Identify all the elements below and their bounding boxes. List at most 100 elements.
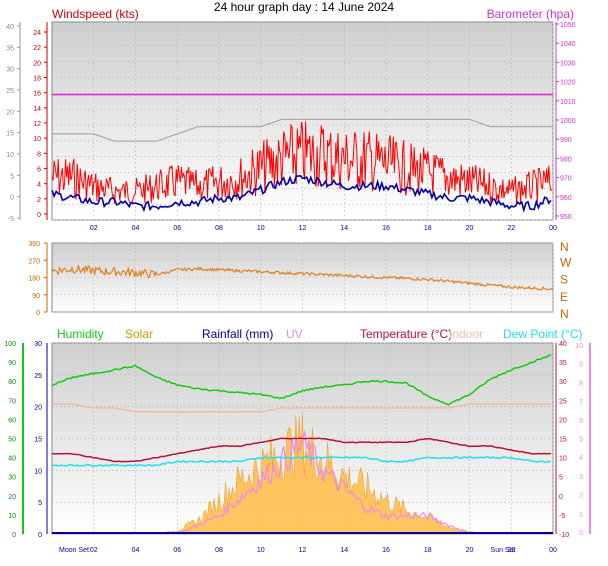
legend-item: Indoor	[449, 327, 483, 341]
legend-item: Temperature (°C)	[360, 327, 452, 341]
moon-set-label: Moon Set	[59, 547, 89, 554]
outer-left-tick-label: 5	[10, 173, 14, 180]
outer-left-tick-label: 10	[6, 152, 14, 159]
humidity-tick-label: 20	[8, 494, 16, 501]
wind-tick-label: 4	[37, 182, 41, 189]
wind-average-line	[51, 174, 552, 214]
rain-tick-label: 5	[38, 500, 42, 507]
outer-left-tick-label: 40	[6, 24, 14, 31]
outer-left-tick-label: -5	[8, 216, 14, 223]
wind-tick-label: 0	[37, 212, 41, 219]
baro-tick-label: 1010	[560, 99, 576, 106]
temperature-tick-label: 35	[559, 360, 567, 367]
x-tick-label: 22	[507, 225, 515, 232]
legend-barometer: Barometer (hpa)	[487, 7, 574, 21]
direction-tick-label: 0	[36, 310, 40, 317]
x-tick-label: 14	[340, 547, 348, 554]
x-tick-label: 12	[299, 225, 307, 232]
x-tick-label: 10	[257, 547, 265, 554]
baro-tick-label: 1030	[560, 60, 576, 67]
temperature-tick-label: 30	[559, 379, 567, 386]
uv-tick-label: 1	[579, 511, 583, 518]
x-tick-label: 02	[90, 547, 98, 554]
x-tick-label: 18	[424, 547, 432, 554]
direction-tick-label: 360	[28, 241, 40, 248]
wind-tick-label: 24	[33, 30, 41, 37]
uv-tick-label: 4	[579, 455, 583, 462]
temperature-tick-label: 20	[559, 417, 567, 424]
direction-tick-label: 180	[28, 276, 40, 283]
wind-tick-label: 6	[37, 167, 41, 174]
temperature-tick-label: 0	[559, 494, 563, 501]
x-tick-label: 18	[424, 225, 432, 232]
uv-tick-label: 9	[579, 362, 583, 369]
x-tick-label: 12	[299, 547, 307, 554]
uv-tick-label: 5	[579, 437, 583, 444]
humidity-tick-label: 10	[8, 513, 16, 520]
legend-item: Dew Point (°C)	[503, 327, 582, 341]
outer-left-tick-label: 0	[10, 195, 14, 202]
wind-direction-line	[51, 265, 554, 291]
compass-label: S	[560, 273, 568, 287]
baro-tick-label: 990	[560, 137, 572, 144]
graph-title: 24 hour graph day : 14 June 2024	[213, 0, 395, 14]
humidity-tick-label: 50	[8, 437, 16, 444]
humidity-line	[51, 354, 552, 406]
wind-tick-label: 12	[33, 121, 41, 128]
outer-left-tick-label: 30	[6, 67, 14, 74]
humidity-tick-label: 40	[8, 456, 16, 463]
compass-label: N	[560, 240, 569, 254]
direction-tick-label: 270	[28, 258, 40, 265]
temperature-tick-label: -5	[559, 513, 565, 520]
baro-tick-label: 1020	[560, 80, 576, 87]
wind-tick-label: 22	[33, 45, 41, 52]
rain-tick-label: 10	[34, 468, 42, 475]
uv-tick-label: 3	[579, 474, 583, 481]
humidity-tick-label: 0	[12, 532, 16, 539]
baro-tick-label: 1040	[560, 41, 576, 48]
sun-set-label: Sun Set	[491, 547, 516, 554]
wind-tick-label: 18	[33, 76, 41, 83]
x-tick-label: 04	[132, 225, 140, 232]
x-tick-label: 08	[215, 547, 223, 554]
x-tick-label: 02	[90, 225, 98, 232]
uv-tick-label: 0	[579, 530, 583, 537]
indoor-line	[51, 403, 551, 413]
baro-tick-label: 970	[560, 176, 572, 183]
compass-label: E	[560, 290, 568, 304]
wind-tick-label: 16	[33, 91, 41, 98]
wind-tick-label: 20	[33, 60, 41, 67]
compass-label: W	[560, 255, 572, 269]
wind-tick-label: 2	[37, 197, 41, 204]
wind-tick-label: 10	[33, 136, 41, 143]
baro-tick-label: 980	[560, 156, 572, 163]
wind-tick-label: 14	[33, 106, 41, 113]
dew-point-line	[51, 456, 552, 467]
rain-tick-label: 25	[34, 373, 42, 380]
uv-tick-label: 7	[579, 399, 583, 406]
humidity-tick-label: 30	[8, 475, 16, 482]
temperature-tick-label: 40	[559, 341, 567, 348]
reference-line	[52, 118, 553, 142]
rain-tick-label: 20	[34, 405, 42, 412]
x-tick-label: 14	[340, 225, 348, 232]
compass-label: N	[560, 307, 569, 321]
wind-tick-label: 8	[37, 151, 41, 158]
uv-tick-label: 10	[575, 343, 583, 350]
legend-item: UV	[286, 327, 303, 341]
legend-windspeed: Windspeed (kts)	[52, 7, 139, 21]
outer-left-tick-label: 20	[6, 109, 14, 116]
outer-left-tick-label: 35	[6, 45, 14, 52]
x-tick-label: 16	[382, 225, 390, 232]
rain-tick-label: 15	[34, 437, 42, 444]
x-tick-label: 22	[507, 547, 515, 554]
temperature-tick-label: 25	[559, 398, 567, 405]
x-tick-label: 20	[466, 225, 474, 232]
humidity-tick-label: 80	[8, 379, 16, 386]
x-tick-label: 04	[132, 547, 140, 554]
humidity-tick-label: 60	[8, 417, 16, 424]
x-tick-label: 20	[466, 547, 474, 554]
